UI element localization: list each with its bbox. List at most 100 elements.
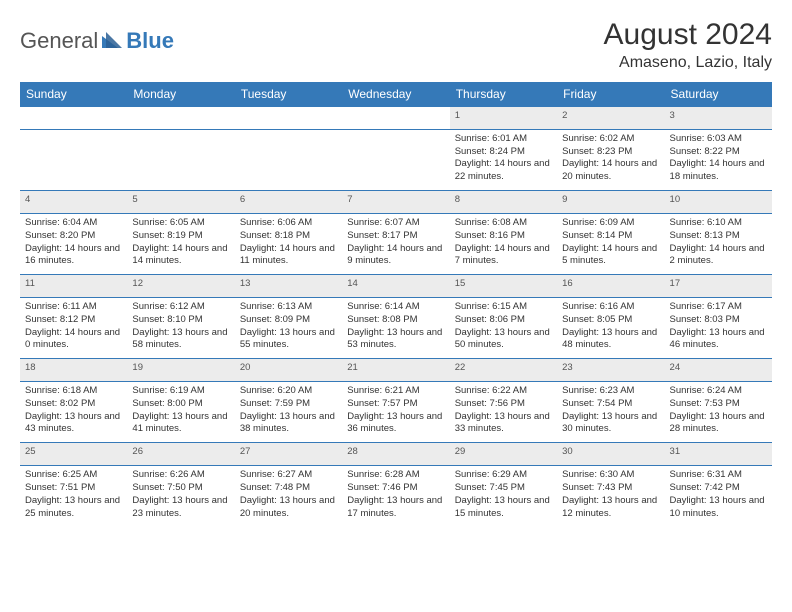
sun-info-line: Daylight: 13 hours and 46 minutes.	[670, 327, 767, 353]
day-detail-cell: Sunrise: 6:20 AMSunset: 7:59 PMDaylight:…	[235, 382, 342, 443]
sun-info-line: Sunrise: 6:10 AM	[670, 217, 767, 230]
sun-info-line: Daylight: 14 hours and 18 minutes.	[670, 158, 767, 184]
sun-info-line: Daylight: 14 hours and 22 minutes.	[455, 158, 552, 184]
sun-info-line: Sunset: 8:00 PM	[132, 398, 229, 411]
day-number-row: 18192021222324	[20, 359, 772, 382]
day-detail-cell: Sunrise: 6:03 AMSunset: 8:22 PMDaylight:…	[665, 129, 772, 190]
location-subtitle: Amaseno, Lazio, Italy	[604, 54, 772, 72]
weekday-header: Thursday	[450, 82, 557, 107]
sun-info-line: Daylight: 13 hours and 48 minutes.	[562, 327, 659, 353]
sun-info-line: Sunset: 8:03 PM	[670, 314, 767, 327]
day-number-cell: 27	[235, 443, 342, 466]
weekday-header: Saturday	[665, 82, 772, 107]
day-detail-cell: Sunrise: 6:07 AMSunset: 8:17 PMDaylight:…	[342, 213, 449, 274]
weekday-header: Wednesday	[342, 82, 449, 107]
day-number-cell: 21	[342, 359, 449, 382]
sun-info-line: Sunrise: 6:19 AM	[132, 385, 229, 398]
day-number-cell: 9	[557, 191, 664, 214]
day-detail-cell: Sunrise: 6:21 AMSunset: 7:57 PMDaylight:…	[342, 382, 449, 443]
sun-info-line: Sunset: 7:48 PM	[240, 482, 337, 495]
logo: General Blue	[20, 28, 174, 54]
day-detail-cell: Sunrise: 6:26 AMSunset: 7:50 PMDaylight:…	[127, 466, 234, 527]
sun-info-line: Sunrise: 6:25 AM	[25, 469, 122, 482]
day-number-cell: 24	[665, 359, 772, 382]
day-detail-cell: Sunrise: 6:11 AMSunset: 8:12 PMDaylight:…	[20, 297, 127, 358]
sun-info-line: Sunset: 8:08 PM	[347, 314, 444, 327]
day-number-cell	[342, 107, 449, 130]
sun-info-line: Sunrise: 6:04 AM	[25, 217, 122, 230]
sun-info-line: Sunset: 7:51 PM	[25, 482, 122, 495]
sun-info-line: Sunrise: 6:12 AM	[132, 301, 229, 314]
sun-info-line: Daylight: 14 hours and 7 minutes.	[455, 243, 552, 269]
day-number-cell: 25	[20, 443, 127, 466]
calendar-table: Sunday Monday Tuesday Wednesday Thursday…	[20, 82, 772, 526]
day-detail-cell: Sunrise: 6:02 AMSunset: 8:23 PMDaylight:…	[557, 129, 664, 190]
sun-info-line: Sunset: 7:54 PM	[562, 398, 659, 411]
sun-info-line: Sunrise: 6:09 AM	[562, 217, 659, 230]
day-detail-row: Sunrise: 6:18 AMSunset: 8:02 PMDaylight:…	[20, 382, 772, 443]
sun-info-line: Sunset: 8:13 PM	[670, 230, 767, 243]
day-detail-row: Sunrise: 6:01 AMSunset: 8:24 PMDaylight:…	[20, 129, 772, 190]
day-number-cell: 11	[20, 275, 127, 298]
day-number-cell: 1	[450, 107, 557, 130]
day-detail-cell	[20, 129, 127, 190]
day-detail-row: Sunrise: 6:04 AMSunset: 8:20 PM Daylight:…	[20, 213, 772, 274]
sun-info-line: Daylight: 13 hours and 20 minutes.	[240, 495, 337, 521]
day-detail-cell: Sunrise: 6:17 AMSunset: 8:03 PMDaylight:…	[665, 297, 772, 358]
weekday-header: Sunday	[20, 82, 127, 107]
sun-info-line: Sunset: 7:57 PM	[347, 398, 444, 411]
day-number-cell: 26	[127, 443, 234, 466]
sun-info-line: Sunrise: 6:17 AM	[670, 301, 767, 314]
day-number-cell: 17	[665, 275, 772, 298]
sun-info-line: Daylight: 13 hours and 23 minutes.	[132, 495, 229, 521]
sun-info-line: Sunrise: 6:01 AM	[455, 133, 552, 146]
sun-info-line: Daylight: 13 hours and 15 minutes.	[455, 495, 552, 521]
sun-info-line: Sunrise: 6:29 AM	[455, 469, 552, 482]
sun-info-line: Daylight: 13 hours and 33 minutes.	[455, 411, 552, 437]
page-header: General Blue August 2024 Amaseno, Lazio,…	[20, 18, 772, 72]
sun-info-line: Sunrise: 6:27 AM	[240, 469, 337, 482]
sun-info-line: Sunset: 8:06 PM	[455, 314, 552, 327]
day-number-cell: 19	[127, 359, 234, 382]
sun-info-line: Sunset: 8:05 PM	[562, 314, 659, 327]
title-block: August 2024 Amaseno, Lazio, Italy	[604, 18, 772, 72]
sun-info-line: Daylight: 13 hours and 25 minutes.	[25, 495, 122, 521]
day-number-cell: 8	[450, 191, 557, 214]
sun-info-line: Sunset: 8:23 PM	[562, 146, 659, 159]
day-detail-cell: Sunrise: 6:19 AMSunset: 8:00 PMDaylight:…	[127, 382, 234, 443]
sun-info-line: Sunset: 7:50 PM	[132, 482, 229, 495]
day-number-row: 123	[20, 107, 772, 130]
day-number-row: 45678910	[20, 191, 772, 214]
sun-info-line: Sunset: 7:42 PM	[670, 482, 767, 495]
day-number-cell: 28	[342, 443, 449, 466]
day-detail-cell: Sunrise: 6:16 AMSunset: 8:05 PMDaylight:…	[557, 297, 664, 358]
day-detail-cell: Sunrise: 6:28 AMSunset: 7:46 PMDaylight:…	[342, 466, 449, 527]
sun-info-line: Sunset: 8:10 PM	[132, 314, 229, 327]
sun-info-line: Sunrise: 6:23 AM	[562, 385, 659, 398]
sun-info-line: Sunset: 8:14 PM	[562, 230, 659, 243]
sun-info-line: Daylight: 14 hours and 2 minutes.	[670, 243, 767, 269]
sun-info-line: Sunrise: 6:24 AM	[670, 385, 767, 398]
sun-info-line: Daylight: 13 hours and 50 minutes.	[455, 327, 552, 353]
calendar-body: 123 Sunrise: 6:01 AMSunset: 8:24 PMDayli…	[20, 107, 772, 527]
sun-info-line: Daylight: 13 hours and 58 minutes.	[132, 327, 229, 353]
sun-info-line: Daylight: 13 hours and 30 minutes.	[562, 411, 659, 437]
day-detail-cell: Sunrise: 6:18 AMSunset: 8:02 PMDaylight:…	[20, 382, 127, 443]
day-detail-cell: Sunrise: 6:06 AMSunset: 8:18 PMDaylight:…	[235, 213, 342, 274]
sun-info-line: Daylight: 14 hours and 14 minutes.	[132, 243, 229, 269]
sun-info-line: Sunrise: 6:02 AM	[562, 133, 659, 146]
weekday-header: Monday	[127, 82, 234, 107]
day-number-cell	[20, 107, 127, 130]
sun-info-line: Sunset: 8:12 PM	[25, 314, 122, 327]
day-detail-cell	[235, 129, 342, 190]
sun-info-line: Daylight: 13 hours and 12 minutes.	[562, 495, 659, 521]
day-detail-cell: Sunrise: 6:14 AMSunset: 8:08 PMDaylight:…	[342, 297, 449, 358]
sun-info-line: Daylight: 14 hours and 20 minutes.	[562, 158, 659, 184]
sun-info-line: Sunrise: 6:22 AM	[455, 385, 552, 398]
sun-info-line: Sunset: 8:20 PM	[25, 230, 122, 243]
day-number-cell: 4	[20, 191, 127, 214]
day-detail-cell: Sunrise: 6:31 AMSunset: 7:42 PMDaylight:…	[665, 466, 772, 527]
sun-info-line: Sunset: 7:56 PM	[455, 398, 552, 411]
sun-info-line: Daylight: 13 hours and 43 minutes.	[25, 411, 122, 437]
day-number-cell	[127, 107, 234, 130]
